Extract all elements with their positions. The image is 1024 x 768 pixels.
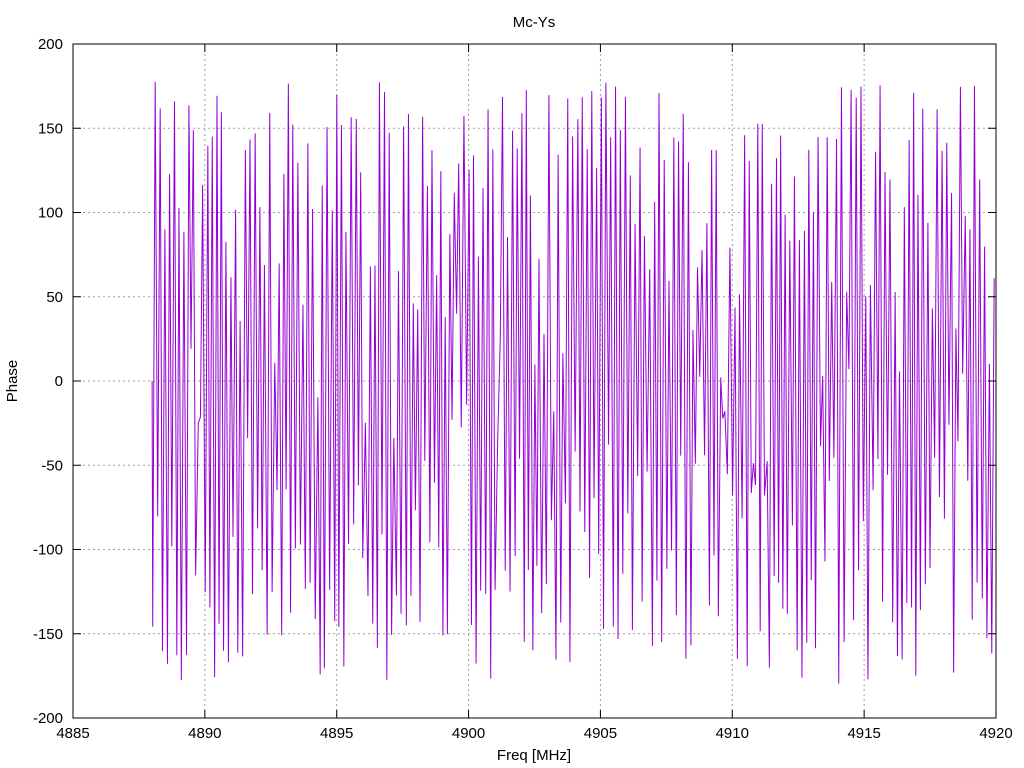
y-tick-label: 100 [38, 205, 63, 222]
y-tick-label: -100 [33, 542, 63, 559]
y-tick-label: -50 [41, 457, 63, 474]
y-tick-label: 150 [38, 120, 63, 137]
y-tick-label: -200 [33, 710, 63, 727]
data-series [151, 81, 995, 684]
x-tick-label: 4895 [320, 725, 353, 742]
x-tick-label: 4905 [584, 725, 617, 742]
x-tick-label: 4920 [979, 725, 1012, 742]
y-tick-label: -150 [33, 626, 63, 643]
x-tick-label: 4910 [716, 725, 749, 742]
y-axis-label: Phase [4, 360, 21, 403]
chart-title: Mc-Ys [513, 14, 556, 31]
x-tick-label: 4915 [847, 725, 880, 742]
x-tick-label: 4885 [56, 725, 89, 742]
y-tick-label: 200 [38, 36, 63, 53]
phase-series-line [151, 81, 995, 684]
axis-ticks: -200 -150 -100 -50 0 50 100 150 200 4885 4890 4895 4… [33, 36, 1013, 742]
x-tick-label: 4890 [188, 725, 221, 742]
x-tick-label: 4900 [452, 725, 485, 742]
y-tick-label: 0 [55, 373, 63, 390]
x-axis-label: Freq [MHz] [497, 747, 571, 764]
y-tick-label: 50 [46, 289, 63, 306]
